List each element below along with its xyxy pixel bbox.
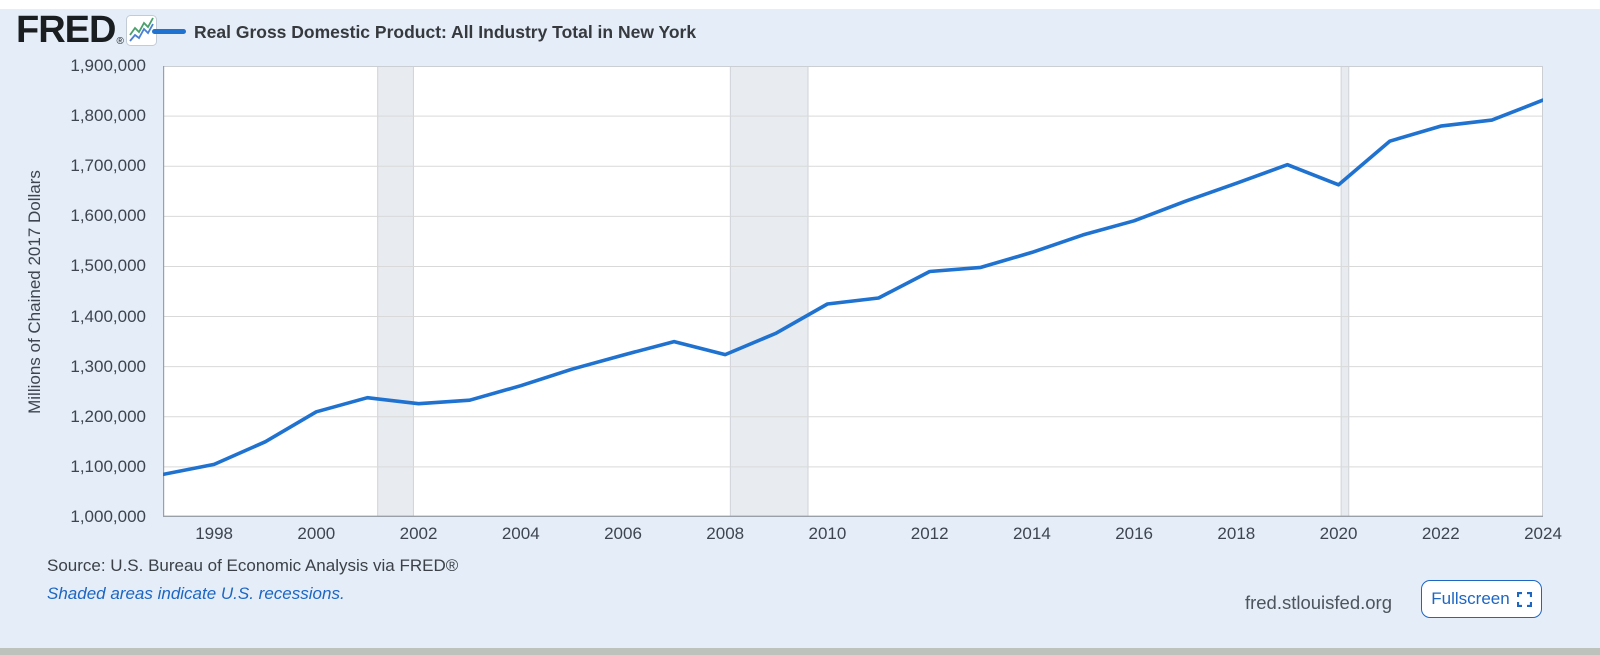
- y-tick-label: 1,900,000: [70, 56, 146, 75]
- source-attribution: Source: U.S. Bureau of Economic Analysis…: [47, 556, 459, 575]
- x-tick-label: 2002: [399, 524, 438, 543]
- x-tick-label: 2016: [1115, 524, 1154, 543]
- chart-title: Real Gross Domestic Product: All Industr…: [194, 22, 697, 42]
- y-axis-title: Millions of Chained 2017 Dollars: [25, 169, 45, 414]
- registered-trademark: ®: [116, 36, 124, 47]
- fullscreen-button-label: Fullscreen: [1431, 589, 1510, 608]
- x-tick-label: 2006: [604, 524, 642, 543]
- y-tick-label: 1,600,000: [70, 206, 146, 226]
- gdp-line-chart: [163, 66, 1543, 517]
- y-tick-label: 1,700,000: [70, 156, 146, 176]
- fred-logo[interactable]: FRED ®: [16, 9, 157, 51]
- x-tick-label: 2020: [1319, 524, 1358, 543]
- recession-note-link[interactable]: Shaded areas indicate U.S. recessions.: [47, 584, 345, 603]
- x-tick-label: 2018: [1217, 524, 1256, 543]
- y-tick-label: 1,500,000: [70, 256, 146, 276]
- recession-band: [730, 66, 809, 517]
- recession-band: [377, 66, 414, 517]
- y-tick-label: 1,000,000: [70, 507, 146, 526]
- fullscreen-icon: [1516, 591, 1532, 607]
- x-tick-label: 2010: [808, 524, 847, 543]
- x-tick-label: 2000: [297, 524, 336, 543]
- fred-logo-text: FRED: [16, 9, 116, 51]
- y-tick-label: 1,400,000: [70, 306, 146, 326]
- top-edge-strip: [0, 0, 1600, 9]
- y-tick-label: 1,200,000: [70, 406, 146, 426]
- x-tick-label: 2008: [706, 524, 745, 543]
- chart-plot-area[interactable]: [163, 66, 1543, 517]
- fullscreen-button[interactable]: Fullscreen: [1421, 580, 1542, 618]
- gdp-data-line: [163, 100, 1543, 474]
- y-tick-label: 1,300,000: [70, 356, 146, 376]
- x-tick-label: 2004: [501, 524, 540, 543]
- series-legend-marker: [152, 29, 186, 34]
- y-tick-label: 1,800,000: [70, 106, 146, 126]
- y-tick-label: 1,100,000: [70, 456, 146, 476]
- x-tick-label: 2024: [1524, 524, 1562, 543]
- x-tick-label: 2014: [1012, 524, 1051, 543]
- x-tick-label: 1998: [195, 524, 234, 543]
- x-tick-label: 2012: [910, 524, 949, 543]
- x-tick-label: 2022: [1421, 524, 1460, 543]
- recession-band: [1341, 66, 1349, 517]
- bottom-window-strip: [0, 648, 1600, 655]
- fred-site-url[interactable]: fred.stlouisfed.org: [1244, 592, 1392, 613]
